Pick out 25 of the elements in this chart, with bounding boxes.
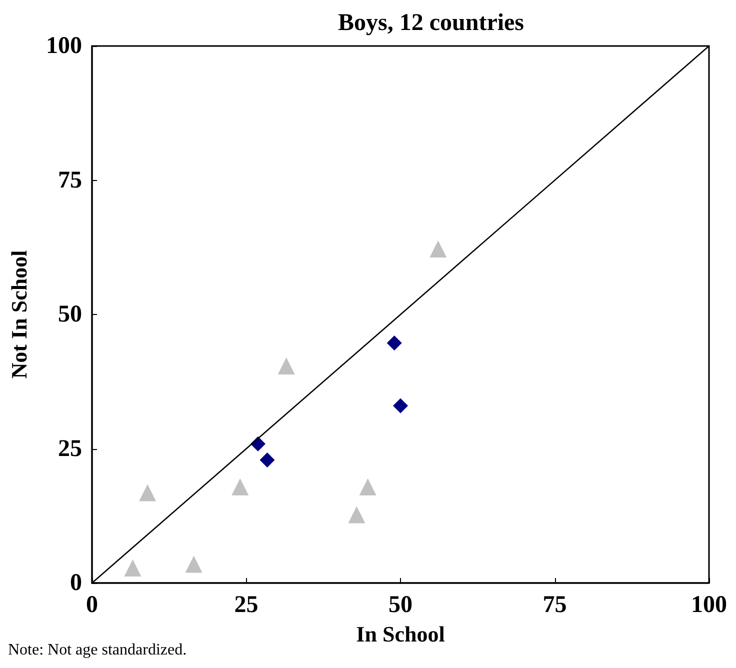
point: [278, 358, 295, 375]
y-tick-label: 0: [70, 570, 82, 596]
point: [260, 452, 275, 468]
point: [232, 478, 249, 496]
x-tick-label: 75: [542, 592, 567, 618]
point: [359, 478, 376, 496]
text: Note: Not age standardized.: [8, 642, 187, 658]
y-tick-label: 50: [58, 302, 82, 328]
y-axis-title: Not In School: [6, 250, 32, 379]
point: [139, 484, 156, 502]
point: [185, 556, 202, 573]
point: [393, 398, 408, 414]
chart-title: Boys, 12 countries: [338, 10, 524, 36]
x-tick-label: 100: [691, 592, 727, 618]
y-tick-label: 25: [58, 436, 82, 462]
point: [386, 335, 402, 350]
x-tick-label: 25: [234, 592, 258, 618]
x-axis-title: In School: [356, 622, 445, 646]
x-tick-label: 50: [388, 592, 412, 618]
point: [124, 559, 142, 576]
y-tick-label: 75: [58, 167, 82, 194]
x-tick-label: 0: [86, 592, 98, 618]
point: [348, 506, 366, 524]
point: [430, 240, 447, 258]
y-tick-label: 100: [46, 33, 82, 59]
